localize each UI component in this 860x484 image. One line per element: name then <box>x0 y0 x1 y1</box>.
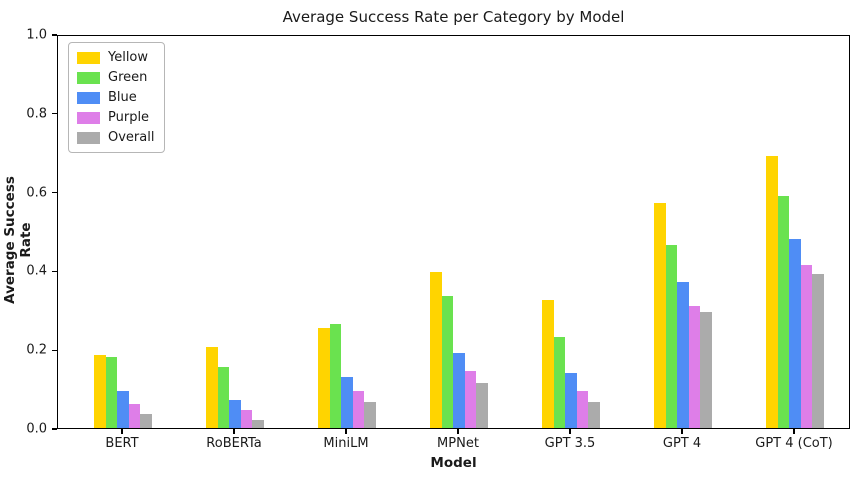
y-tick-mark <box>52 270 57 273</box>
bar-green-gpt-3-5 <box>553 337 566 428</box>
y-tick-label: 0.6 <box>26 185 47 201</box>
bar-yellow-gpt-3-5 <box>542 299 554 428</box>
bar-purple-gpt-4-cot- <box>800 264 813 428</box>
x-axis-label: Model <box>430 455 477 471</box>
legend-label: Blue <box>108 90 137 105</box>
bar-overall-mpnet <box>476 382 488 428</box>
bar-yellow-gpt-4-cot- <box>766 156 778 428</box>
x-tick-mark <box>345 429 347 434</box>
bar-blue-bert <box>117 390 129 428</box>
bar-overall-gpt-3-5 <box>588 402 600 428</box>
x-tick-label: BERT <box>105 436 139 451</box>
bar-blue-roberta <box>229 400 241 428</box>
bar-green-gpt-4 <box>665 244 678 428</box>
x-tick-label: MiniLM <box>323 436 369 451</box>
x-tick-label: GPT 4 (CoT) <box>755 436 833 451</box>
bar-green-mpnet <box>441 296 454 428</box>
bar-yellow-minilm <box>318 327 330 428</box>
x-tick-label: GPT 4 <box>662 436 702 451</box>
bar-overall-gpt-4-cot- <box>812 274 824 428</box>
legend-swatch-green <box>77 71 100 84</box>
x-tick-mark <box>457 429 459 434</box>
y-tick-label: 0.8 <box>26 106 47 122</box>
legend-item-purple: Purple <box>77 110 154 125</box>
x-tick-mark <box>569 429 571 434</box>
y-tick-mark <box>52 191 57 194</box>
bar-purple-mpnet <box>464 370 477 428</box>
legend-swatch-blue <box>77 91 100 104</box>
bar-purple-gpt-4 <box>688 305 701 428</box>
legend-item-overall: Overall <box>77 130 154 145</box>
legend-item-yellow: Yellow <box>77 50 154 65</box>
bar-yellow-gpt-4 <box>654 203 666 428</box>
x-tick-mark <box>121 429 123 434</box>
bar-yellow-bert <box>94 355 106 428</box>
bar-yellow-mpnet <box>430 272 442 428</box>
y-tick-label: 0.0 <box>26 421 47 437</box>
legend-swatch-yellow <box>77 51 100 64</box>
y-tick-label: 0.4 <box>26 263 47 279</box>
bar-overall-roberta <box>252 420 264 428</box>
bar-overall-gpt-4 <box>700 311 712 428</box>
bar-purple-bert <box>128 404 141 428</box>
legend-label: Overall <box>108 130 155 145</box>
bar-yellow-roberta <box>206 347 218 428</box>
x-tick-mark <box>233 429 235 434</box>
bar-green-bert <box>105 357 118 428</box>
y-tick-mark <box>52 34 57 36</box>
legend-swatch-overall <box>77 131 100 144</box>
legend-label: Yellow <box>108 50 149 65</box>
bar-blue-gpt-4-cot- <box>789 238 801 428</box>
plot-area: Yellow Green Blue Purple Overall <box>57 35 850 429</box>
bar-purple-minilm <box>352 390 365 428</box>
bar-overall-minilm <box>364 402 376 428</box>
y-tick-mark <box>52 349 57 351</box>
bar-blue-minilm <box>341 376 353 428</box>
y-tick-mark <box>52 428 57 430</box>
bar-green-minilm <box>329 323 342 428</box>
y-axis-label: Average Success Rate <box>2 176 34 304</box>
legend-item-green: Green <box>77 70 154 85</box>
x-tick-label: MPNet <box>437 436 479 451</box>
legend-item-blue: Blue <box>77 90 154 105</box>
y-tick-mark <box>52 113 57 115</box>
bar-purple-gpt-3-5 <box>576 390 589 428</box>
legend-swatch-purple <box>77 111 100 124</box>
bar-blue-gpt-3-5 <box>565 372 577 428</box>
x-tick-label: GPT 3.5 <box>544 436 596 451</box>
x-tick-label: RoBERTa <box>206 436 262 451</box>
x-tick-mark <box>681 429 683 434</box>
bar-blue-mpnet <box>453 353 465 428</box>
legend: Yellow Green Blue Purple Overall <box>68 42 166 153</box>
bar-overall-bert <box>140 414 152 428</box>
bar-blue-gpt-4 <box>677 282 689 428</box>
bar-purple-roberta <box>240 410 253 428</box>
bar-green-gpt-4-cot- <box>777 195 790 428</box>
y-tick-label: 0.2 <box>26 342 47 358</box>
y-tick-label: 1.0 <box>26 27 47 43</box>
x-tick-mark <box>793 429 795 434</box>
bar-green-roberta <box>217 366 230 428</box>
chart-title: Average Success Rate per Category by Mod… <box>282 8 625 26</box>
legend-label: Purple <box>108 110 150 125</box>
legend-label: Green <box>108 70 148 85</box>
